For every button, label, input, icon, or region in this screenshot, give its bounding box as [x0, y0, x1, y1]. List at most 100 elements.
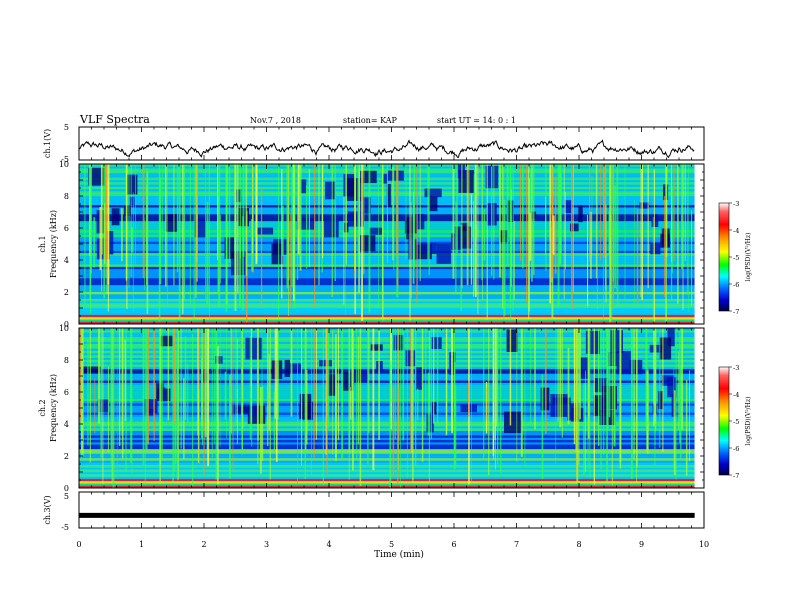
spec1-patch: [256, 227, 274, 235]
spec2-patch: [667, 377, 677, 398]
spec2-sferic: [662, 328, 664, 452]
x-tick-label: 2: [201, 540, 206, 549]
spec1-patch: [296, 218, 315, 230]
colorbar-tick-label: -4: [733, 391, 739, 399]
x-tick-label: 4: [326, 540, 331, 549]
x-tick-label: 3: [264, 540, 269, 549]
spec2-sferic: [659, 328, 661, 448]
spec2-sferic: [468, 380, 470, 417]
spec2-band: [79, 462, 695, 466]
spec1-band: [79, 298, 695, 302]
spec1-patch: [106, 231, 114, 255]
spec2-band: [79, 478, 695, 482]
spec1-sferic: [551, 167, 553, 253]
spec1-sferic: [509, 164, 512, 303]
spec1-sferic: [278, 164, 280, 319]
spec2-sferic: [327, 328, 330, 428]
spec2-sferic: [142, 328, 145, 465]
spec1-sferic: [121, 208, 123, 262]
spec1-band: [79, 241, 695, 245]
spec2-sferic: [230, 328, 232, 434]
spec1-sferic: [414, 164, 416, 269]
spec2-sferic: [411, 328, 413, 454]
spec2-band: [79, 403, 695, 407]
spec1-band: [79, 232, 695, 236]
spec1-patch: [129, 196, 135, 206]
spec2-band: [79, 350, 695, 354]
y-tick-label: 10: [59, 324, 69, 333]
spec2-sferic: [520, 328, 523, 457]
y-tick-label: 6: [64, 388, 69, 397]
spec2-band: [79, 426, 695, 429]
spec2-band: [79, 419, 695, 423]
spec2-band: [79, 401, 695, 404]
spec2-band: [79, 362, 695, 365]
spec2-sferic: [678, 351, 680, 430]
spec1-sferic: [291, 164, 293, 288]
spec1-band: [79, 218, 695, 222]
spec1-sferic: [290, 213, 292, 308]
spec1-sferic: [563, 164, 565, 299]
spec1-sferic: [382, 164, 384, 321]
colorbar-label: log(PSD)(V²/Hz): [745, 233, 752, 282]
spec2-sferic: [273, 391, 276, 452]
spec2-sferic: [579, 328, 581, 420]
spec2-sferic: [335, 367, 337, 461]
spec1-sferic: [245, 164, 248, 276]
spec1-band: [79, 321, 695, 325]
spec1-band: [79, 168, 695, 172]
spec2-blank: [694, 328, 704, 488]
spec2-sferic: [226, 328, 227, 439]
spec2-band: [79, 440, 695, 443]
spec1-sferic: [260, 186, 263, 307]
spec2-band: [79, 398, 695, 402]
spec2-sferic: [326, 328, 328, 475]
spec2-sferic: [600, 328, 602, 470]
spec1-band: [79, 225, 695, 229]
spec2-sferic: [174, 328, 176, 423]
spec1-sferic: [225, 164, 228, 313]
spec2-sferic: [673, 390, 676, 475]
spec1-band: [79, 317, 695, 320]
spec1-sferic: [512, 164, 514, 311]
spec2-band: [79, 433, 695, 436]
spec2-sferic: [603, 328, 605, 455]
spec2-sferic: [337, 328, 339, 441]
spec2-sferic: [630, 328, 633, 479]
spec1-band: [79, 223, 695, 227]
spec2-patch: [430, 337, 442, 349]
spec1-sferic: [91, 164, 92, 274]
spec2-band: [79, 451, 695, 455]
spec2-sferic: [633, 328, 635, 459]
spec1-band: [79, 244, 695, 247]
spec1-band: [79, 207, 695, 211]
spec1-sferic: [532, 164, 535, 275]
spec1-band: [79, 273, 695, 277]
spec1-sferic: [503, 199, 506, 316]
spec2-sferic: [240, 328, 242, 417]
spec2-patch: [289, 363, 302, 373]
spec1-sferic: [502, 164, 504, 309]
spec2-band: [79, 456, 695, 459]
spec1-patch: [369, 227, 383, 235]
spec1-band: [79, 214, 695, 217]
spec2-sferic: [112, 328, 115, 488]
spec2-sferic: [98, 328, 100, 424]
spec1-sferic: [131, 227, 134, 253]
spec1-sferic: [460, 224, 462, 312]
spec2-band: [79, 408, 695, 411]
spec1-patch: [408, 239, 417, 260]
spec1-sferic: [195, 164, 197, 298]
spec1-sferic: [255, 164, 258, 265]
spec2-band: [79, 348, 695, 352]
spec2-band: [79, 385, 695, 388]
spec1-sferic: [506, 164, 509, 266]
spec1-sferic: [634, 200, 635, 306]
spec2-sferic: [397, 328, 399, 485]
spec2-sferic: [110, 328, 112, 456]
spec2-sferic: [367, 328, 369, 465]
spec1-sferic: [236, 164, 239, 293]
spec2-band: [79, 437, 695, 441]
spec1-patch: [457, 164, 465, 179]
